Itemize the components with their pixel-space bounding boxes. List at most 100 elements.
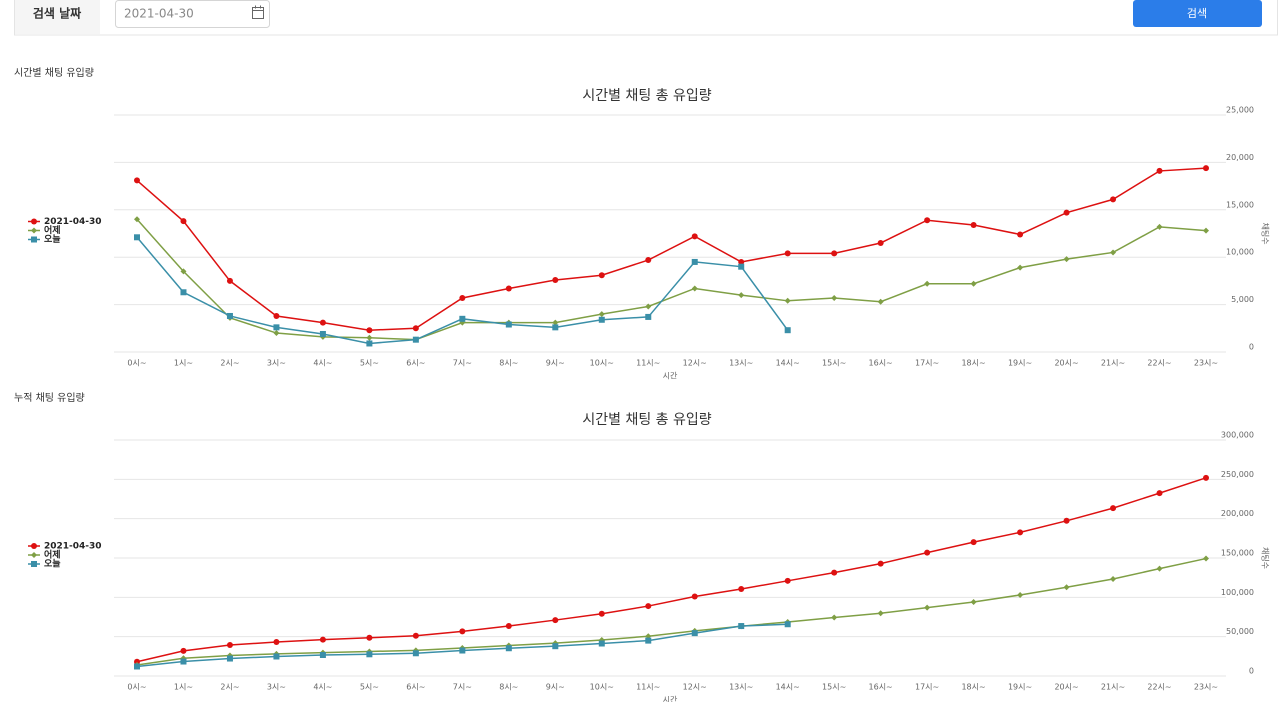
point bbox=[412, 650, 419, 657]
point bbox=[784, 621, 791, 628]
point bbox=[1110, 576, 1117, 583]
x-tick-label: 0시~ bbox=[127, 683, 146, 692]
point bbox=[645, 257, 652, 264]
x-tick-label: 1시~ bbox=[174, 359, 193, 368]
point bbox=[552, 324, 559, 331]
point bbox=[924, 604, 931, 611]
point bbox=[877, 560, 884, 567]
x-tick-label: 23시~ bbox=[1194, 683, 1218, 692]
y-tick-label: 10,000 bbox=[1226, 248, 1254, 257]
series-line bbox=[136, 167, 1207, 331]
point bbox=[645, 303, 652, 310]
legend-label: 2021-04-30 bbox=[44, 542, 102, 552]
point bbox=[273, 639, 280, 646]
search-button[interactable] bbox=[1133, 0, 1262, 27]
legend-marker bbox=[31, 227, 37, 234]
x-tick-label: 22시~ bbox=[1147, 359, 1171, 368]
point bbox=[784, 250, 791, 257]
point bbox=[1110, 505, 1117, 512]
point bbox=[1156, 167, 1163, 174]
point bbox=[645, 603, 652, 610]
date-input[interactable] bbox=[115, 0, 270, 28]
point bbox=[505, 285, 512, 292]
point bbox=[552, 617, 559, 624]
point bbox=[505, 623, 512, 630]
point bbox=[598, 311, 605, 318]
chart-title: 시간별 채팅 총 유입량 bbox=[582, 88, 711, 104]
x-tick-label: 22시~ bbox=[1147, 683, 1171, 692]
x-tick-label: 19시~ bbox=[1008, 359, 1032, 368]
point bbox=[134, 177, 140, 184]
point bbox=[831, 250, 838, 257]
x-tick-label: 10시~ bbox=[590, 683, 614, 692]
x-tick-label: 14시~ bbox=[776, 683, 800, 692]
point bbox=[1110, 249, 1117, 256]
series-line bbox=[136, 557, 1207, 666]
calendar-icon[interactable] bbox=[252, 5, 264, 19]
x-tick-label: 3시~ bbox=[267, 359, 286, 368]
point bbox=[273, 653, 280, 660]
legend-label: 2021-04-30 bbox=[44, 217, 102, 227]
point bbox=[226, 642, 233, 649]
point bbox=[877, 298, 884, 305]
legend-marker bbox=[31, 543, 37, 549]
x-tick-label: 21시~ bbox=[1101, 359, 1125, 368]
point bbox=[319, 651, 326, 658]
x-tick-label: 13시~ bbox=[729, 683, 753, 692]
y-tick-label: 50,000 bbox=[1226, 627, 1254, 636]
point bbox=[1203, 227, 1209, 234]
x-tick-label: 11시~ bbox=[636, 359, 660, 368]
x-tick-label: 15시~ bbox=[822, 359, 846, 368]
x-tick-label: 8시~ bbox=[499, 359, 518, 368]
point bbox=[226, 312, 233, 319]
point bbox=[412, 632, 419, 639]
section-title: 시간별 채팅 유입량 bbox=[14, 66, 94, 79]
point bbox=[1203, 474, 1209, 481]
x-tick-label: 10시~ bbox=[590, 359, 614, 368]
point bbox=[366, 327, 373, 334]
point bbox=[366, 634, 373, 641]
legend-label: 어제 bbox=[44, 549, 61, 561]
point bbox=[366, 334, 373, 341]
x-tick-label: 9시~ bbox=[546, 359, 565, 368]
x-tick-label: 16시~ bbox=[869, 683, 893, 692]
point bbox=[1110, 196, 1117, 203]
point bbox=[319, 636, 326, 643]
point bbox=[924, 549, 931, 556]
x-tick-label: 18시~ bbox=[961, 359, 985, 368]
point bbox=[970, 598, 977, 605]
point bbox=[784, 327, 791, 334]
point bbox=[831, 294, 838, 301]
point bbox=[180, 268, 187, 275]
x-tick-label: 17시~ bbox=[915, 683, 939, 692]
point bbox=[180, 647, 187, 654]
point bbox=[691, 233, 698, 240]
y-tick-label: 0 bbox=[1249, 343, 1254, 352]
y-tick-label: 250,000 bbox=[1221, 470, 1254, 479]
section-title: 누적 채팅 유입량 bbox=[14, 391, 85, 404]
point bbox=[366, 340, 373, 347]
point bbox=[1017, 264, 1024, 271]
point bbox=[924, 280, 931, 287]
point bbox=[598, 316, 605, 323]
point bbox=[505, 321, 512, 328]
legend-marker bbox=[31, 552, 37, 558]
point bbox=[924, 217, 931, 224]
point bbox=[1017, 231, 1024, 238]
point bbox=[784, 297, 791, 304]
point bbox=[970, 221, 977, 228]
point bbox=[134, 234, 140, 241]
point bbox=[552, 276, 559, 283]
y-tick-label: 300,000 bbox=[1221, 431, 1254, 440]
legend-label: 오늘 bbox=[44, 559, 61, 570]
point bbox=[784, 577, 791, 584]
x-tick-label: 6시~ bbox=[406, 359, 425, 368]
point bbox=[598, 272, 605, 279]
x-tick-label: 5시~ bbox=[360, 683, 379, 692]
point bbox=[877, 239, 884, 246]
point bbox=[738, 623, 745, 630]
point bbox=[970, 280, 977, 287]
point bbox=[598, 640, 605, 647]
point bbox=[134, 663, 140, 670]
point bbox=[319, 330, 326, 337]
